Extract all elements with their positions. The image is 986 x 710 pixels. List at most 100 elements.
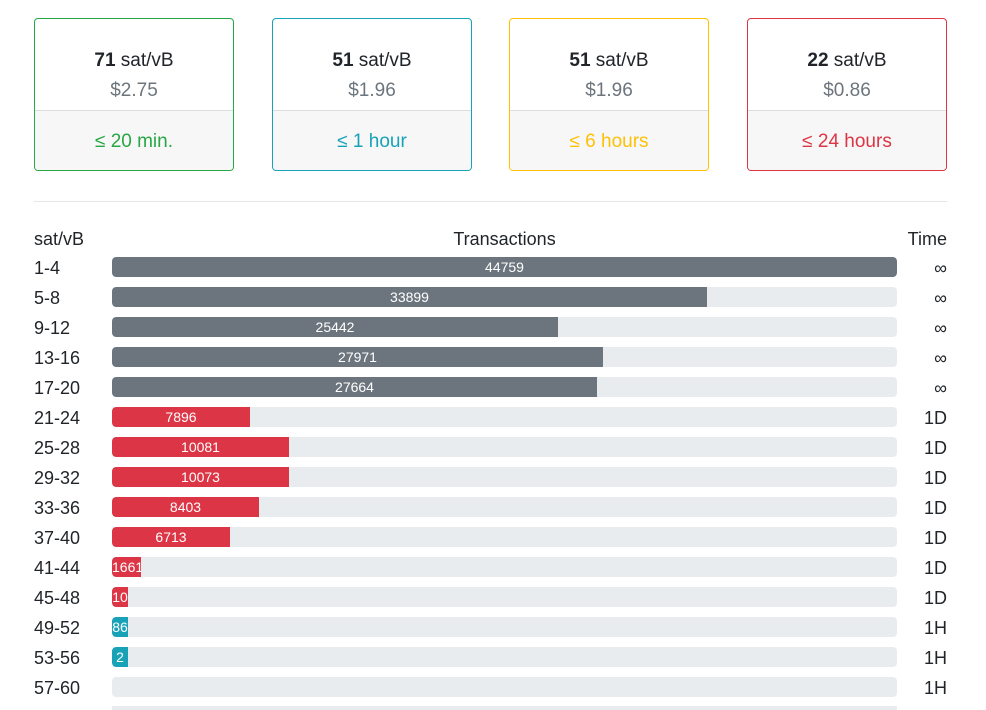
progress-track: 6713 xyxy=(112,527,897,547)
table-row: 29-32 10073 1D xyxy=(0,467,986,497)
fee-card-6-hours: 51 sat/vB $1.96 ≤ 6 hours xyxy=(509,18,709,171)
table-row: 33-36 8403 1D xyxy=(0,497,986,527)
fee-card-body: 51 sat/vB $1.96 xyxy=(273,19,471,110)
progress-bar: 33899 xyxy=(112,287,707,307)
fee-card-time: ≤ 24 hours xyxy=(748,110,946,170)
tx-count: 44759 xyxy=(485,259,524,275)
progress-bar: 6713 xyxy=(112,527,230,547)
fee-card-rate: 22 sat/vB xyxy=(748,49,946,73)
row-fee-range: 17-20 xyxy=(34,378,81,398)
tx-count: 86 xyxy=(112,619,128,635)
tx-count: 27664 xyxy=(335,379,374,395)
row-time: 1D xyxy=(923,438,947,458)
row-time: ∞ xyxy=(934,258,947,278)
row-fee-range: 41-44 xyxy=(34,558,81,578)
table-row: 41-44 1661 1D xyxy=(0,557,986,587)
fee-card-body: 22 sat/vB $0.86 xyxy=(748,19,946,110)
header-sat-vb: sat/vB xyxy=(34,229,85,249)
row-time: 1D xyxy=(923,528,947,548)
fee-card-rate: 51 sat/vB xyxy=(273,49,471,73)
progress-bar: 2 xyxy=(112,647,128,667)
tx-count: 25442 xyxy=(315,319,355,335)
progress-track: 1661 xyxy=(112,557,897,577)
row-time: 1D xyxy=(923,498,947,518)
row-fee-range: 1-4 xyxy=(34,258,61,278)
progress-track: 86 xyxy=(112,617,897,637)
fee-card-usd: $1.96 xyxy=(348,80,396,101)
row-time: 1H xyxy=(923,648,947,668)
fee-rate-unit: sat/vB xyxy=(595,50,649,71)
table-row: 9-12 25442 ∞ xyxy=(0,317,986,347)
progress-track: 10 xyxy=(112,587,897,607)
row-time: 1D xyxy=(923,408,947,428)
row-time: ∞ xyxy=(934,378,947,398)
fee-rate-value: 22 xyxy=(807,50,829,71)
fee-estimate-cards: 71 sat/vB $2.75 ≤ 20 min. 51 sat/vB $1.9… xyxy=(34,18,947,171)
fee-card-1-hour: 51 sat/vB $1.96 ≤ 1 hour xyxy=(272,18,472,171)
fee-card-24-hours: 22 sat/vB $0.86 ≤ 24 hours xyxy=(747,18,947,171)
fee-card-time: ≤ 6 hours xyxy=(510,110,708,170)
table-row: 21-24 7896 1D xyxy=(0,407,986,437)
row-fee-range: 49-52 xyxy=(34,618,81,638)
row-time: ∞ xyxy=(934,318,947,338)
row-fee-range: 33-36 xyxy=(34,498,81,518)
progress-bar: 1661 xyxy=(112,557,141,577)
table-row: 17-20 27664 ∞ xyxy=(0,377,986,407)
tx-count: 8403 xyxy=(169,499,202,515)
progress-track: 7896 xyxy=(112,407,897,427)
progress-track: 44759 xyxy=(112,257,897,277)
tx-count: 7896 xyxy=(165,409,197,425)
progress-bar: 86 xyxy=(112,617,128,637)
fee-card-time: ≤ 1 hour xyxy=(273,110,471,170)
progress-bar: 7896 xyxy=(112,407,250,427)
table-row: 5-8 33899 ∞ xyxy=(0,287,986,317)
progress-bar: 10081 xyxy=(112,437,289,457)
fee-card-rate: 71 sat/vB xyxy=(35,49,233,73)
fee-rate-value: 51 xyxy=(569,50,591,71)
progress-bar: 27971 xyxy=(112,347,603,367)
header-time: Time xyxy=(907,229,947,249)
progress-bar: 8403 xyxy=(112,497,259,517)
fee-card-time: ≤ 20 min. xyxy=(35,110,233,170)
row-time: 1D xyxy=(923,558,947,578)
progress-track: 27664 xyxy=(112,377,897,397)
progress-track: 27971 xyxy=(112,347,897,367)
table-row: 45-48 10 1D xyxy=(0,587,986,617)
table-row: 13-16 27971 ∞ xyxy=(0,347,986,377)
progress-track: 33899 xyxy=(112,287,897,307)
table-row: 57-60 1H xyxy=(0,677,986,707)
row-fee-range: 53-56 xyxy=(34,648,81,668)
row-fee-range: 29-32 xyxy=(34,468,81,488)
fee-card-20-min: 71 sat/vB $2.75 ≤ 20 min. xyxy=(34,18,234,171)
table-row: 25-28 10081 1D xyxy=(0,437,986,467)
row-fee-range: 21-24 xyxy=(34,408,81,428)
tx-count: 10073 xyxy=(181,469,220,485)
row-fee-range: 9-12 xyxy=(34,318,71,338)
row-fee-range: 13-16 xyxy=(34,348,81,368)
progress-track: 25442 xyxy=(112,317,897,337)
progress-track: 8403 xyxy=(112,497,897,517)
fee-rate-unit: sat/vB xyxy=(833,50,887,71)
row-fee-range: 45-48 xyxy=(34,588,81,608)
tx-count: 1661 xyxy=(112,559,141,575)
fee-rate-value: 71 xyxy=(94,50,116,71)
row-time: 1D xyxy=(923,588,947,608)
header-transactions: Transactions xyxy=(453,229,556,249)
progress-bar: 25442 xyxy=(112,317,558,337)
row-time: 1H xyxy=(923,618,947,638)
table-row: 49-52 86 1H xyxy=(0,617,986,647)
table-row: 1-4 44759 ∞ xyxy=(0,257,986,287)
row-fee-range: 57-60 xyxy=(34,678,81,698)
fee-card-rate: 51 sat/vB xyxy=(510,49,708,73)
fee-card-body: 51 sat/vB $1.96 xyxy=(510,19,708,110)
progress-track: 10073 xyxy=(112,467,897,487)
fee-card-body: 71 sat/vB $2.75 xyxy=(35,19,233,110)
fee-rate-unit: sat/vB xyxy=(358,50,412,71)
tx-count: 10081 xyxy=(181,439,220,455)
section-divider xyxy=(34,201,947,202)
row-time: ∞ xyxy=(934,288,947,308)
row-fee-range: 37-40 xyxy=(34,528,81,548)
table-bottom-edge xyxy=(112,706,897,710)
fee-card-usd: $0.86 xyxy=(823,80,871,101)
progress-track xyxy=(112,677,897,697)
